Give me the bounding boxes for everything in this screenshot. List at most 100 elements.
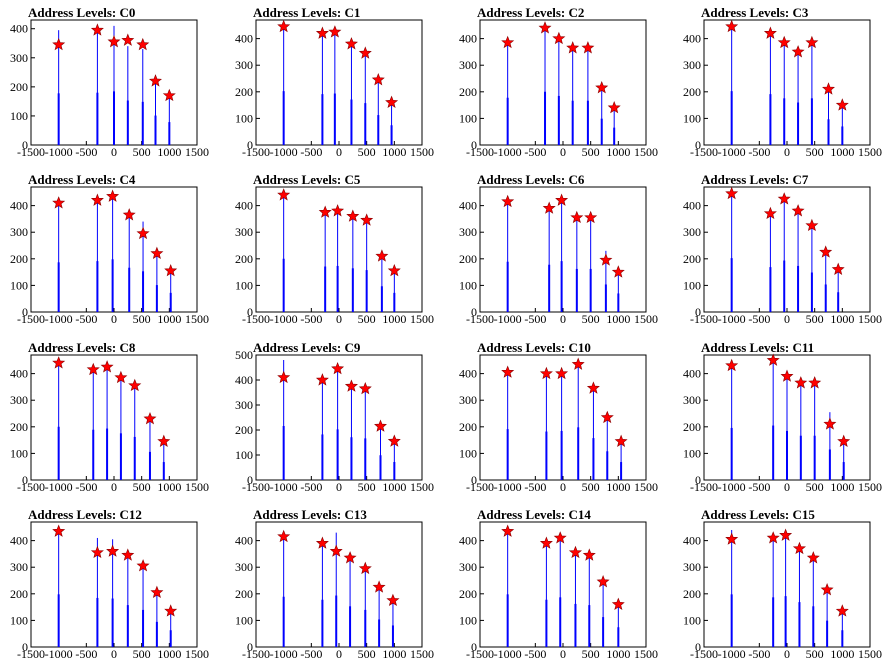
spike-bar-core — [571, 100, 574, 145]
y-tick-label: 400 — [235, 32, 253, 46]
peak-marker — [570, 210, 584, 224]
y-tick-label: 500 — [235, 348, 253, 362]
peak-marker — [106, 189, 120, 202]
x-tick-label: 1500 — [185, 647, 209, 661]
y-tick-label: 100 — [683, 613, 701, 627]
y-tick-label: 200 — [459, 420, 477, 434]
peak-marker — [331, 204, 345, 217]
spike-bar-core — [620, 462, 623, 480]
y-tick-label: 0 — [247, 640, 253, 654]
chart-panel: Address Levels: C2 0 100 200 300 400 -1500 -100… — [459, 5, 658, 159]
spike-bar-core — [57, 93, 60, 145]
x-tick-label: -1500 — [17, 145, 45, 159]
spike-bar-core — [837, 292, 840, 312]
peak-marker — [501, 35, 515, 49]
x-tick-label: -1500 — [242, 145, 270, 159]
peak-marker — [808, 376, 822, 389]
y-tick-label: 100 — [10, 446, 28, 460]
y-tick-label: 0 — [22, 305, 28, 319]
x-tick-label: -1500 — [242, 312, 270, 326]
y-tick-label: 400 — [235, 199, 253, 213]
spike-bar-core — [324, 266, 327, 312]
x-tick-label: 500 — [133, 312, 151, 326]
spike-bar-core — [798, 602, 801, 647]
x-tick-label: 1500 — [185, 480, 209, 494]
peak-marker — [552, 31, 566, 45]
x-tick-label: 0 — [560, 312, 566, 326]
spike-bar-core — [826, 620, 829, 647]
spike-bar-core — [813, 435, 816, 480]
x-tick-label: 1000 — [606, 647, 630, 661]
x-tick-label: 0 — [560, 145, 566, 159]
spike-bar-core — [557, 95, 560, 145]
x-tick-label: -1000 — [45, 480, 73, 494]
x-tick-label: 500 — [358, 312, 376, 326]
spike-bar-core — [336, 265, 339, 312]
x-tick-label: 500 — [806, 480, 824, 494]
peak-marker — [372, 580, 386, 593]
y-tick-label: 200 — [235, 423, 253, 437]
y-tick-label: 300 — [459, 393, 477, 407]
x-tick-label: -500 — [524, 480, 546, 494]
y-tick-label: 100 — [683, 111, 701, 125]
y-tick-label: 400 — [10, 534, 28, 548]
x-tick-label: 1500 — [634, 312, 658, 326]
peak-marker — [819, 245, 833, 258]
spike-bar-core — [96, 261, 99, 312]
x-tick-label: -500 — [300, 145, 322, 159]
spike-bar-core — [784, 596, 787, 647]
peak-marker — [277, 188, 291, 201]
peak-marker — [581, 41, 595, 54]
peak-marker — [571, 357, 585, 370]
spike-bar-core — [282, 426, 285, 480]
peak-marker — [582, 548, 596, 561]
peak-marker — [805, 218, 819, 232]
x-tick-label: 0 — [560, 647, 566, 661]
x-tick-label: 1000 — [606, 480, 630, 494]
peak-marker — [328, 25, 342, 38]
spike-bar-core — [364, 609, 367, 647]
spike-bar-core — [588, 605, 591, 647]
spike-bar-core — [783, 260, 786, 312]
peak-marker — [358, 561, 372, 575]
peak-marker — [371, 72, 385, 86]
x-tick-label: -500 — [300, 480, 322, 494]
x-tick-label: 1500 — [858, 647, 882, 661]
x-tick-label: -1000 — [718, 647, 746, 661]
y-tick-label: 0 — [695, 640, 701, 654]
x-tick-label: 0 — [336, 145, 342, 159]
x-tick-label: 1000 — [157, 480, 181, 494]
y-tick-label: 300 — [459, 225, 477, 239]
x-tick-label: -1000 — [270, 312, 298, 326]
peak-marker — [329, 544, 343, 557]
y-tick-label: 0 — [695, 138, 701, 152]
peak-marker — [780, 369, 794, 382]
spike-bar-core — [842, 462, 845, 480]
y-tick-label: 100 — [235, 613, 253, 627]
panel-title: Address Levels: C11 — [701, 340, 814, 355]
peak-marker — [820, 582, 834, 596]
peak-marker — [763, 206, 777, 220]
peak-marker — [121, 548, 135, 561]
spike-bar-core — [126, 605, 129, 647]
y-tick-label: 400 — [683, 534, 701, 548]
spike-bar-core — [824, 284, 827, 312]
y-tick-label: 400 — [10, 199, 28, 213]
y-tick-label: 0 — [247, 473, 253, 487]
peak-marker — [607, 100, 621, 114]
spike-bar-core — [321, 599, 324, 647]
x-tick-label: 1000 — [382, 312, 406, 326]
spike-bar-core — [560, 430, 563, 480]
x-tick-label: 0 — [111, 647, 117, 661]
x-tick-label: -500 — [300, 647, 322, 661]
peak-marker — [835, 98, 849, 111]
plot-frame — [479, 19, 647, 146]
peak-marker — [806, 551, 820, 564]
peak-marker — [277, 529, 291, 543]
chart-panel: Address Levels: C5 0 100 200 300 400 -1500 -100… — [235, 172, 434, 326]
x-tick-label: 0 — [111, 480, 117, 494]
spike-bar-core — [365, 270, 368, 312]
peak-marker — [277, 19, 291, 33]
x-tick-label: 1500 — [410, 480, 434, 494]
peak-marker — [555, 193, 569, 206]
